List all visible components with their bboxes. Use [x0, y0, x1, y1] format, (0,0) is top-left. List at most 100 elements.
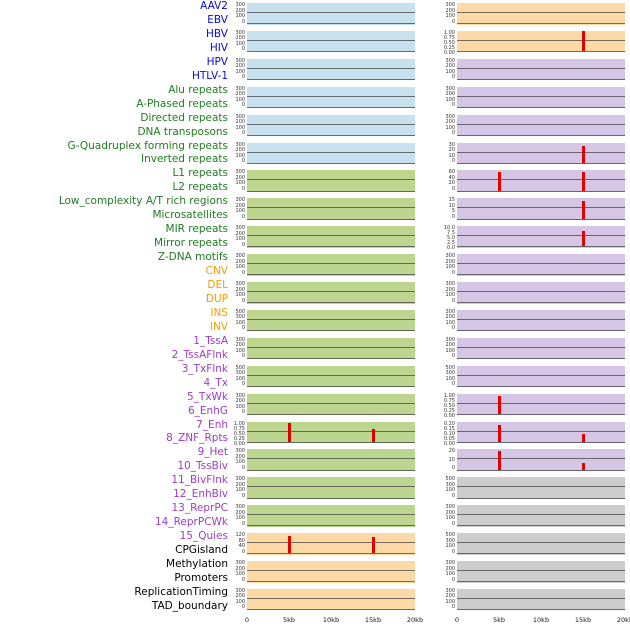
y-tick-label: 0.0 — [447, 245, 455, 252]
row-label-11-bivflnk: 11_BivFlnk — [171, 474, 228, 487]
y-tick-label: 200 — [445, 314, 455, 321]
row-label-4-tx: 4_Tx — [203, 376, 228, 389]
y-axis-ticks: 300 200 100 0 — [229, 393, 245, 416]
y-tick-label: 300 — [235, 141, 245, 148]
signal-baseline — [247, 553, 415, 555]
row-label-ins: INS — [210, 306, 228, 319]
signal-baseline — [247, 346, 415, 348]
row-label-promoters: Promoters — [174, 571, 228, 584]
y-tick-label: 300 — [235, 85, 245, 92]
y-tick-label: 300 — [445, 253, 455, 260]
y-axis-ticks: 300 200 100 0 — [229, 141, 245, 165]
signal-panel-left-low-complexity-a-t-rich-regions-microsatellites — [247, 198, 415, 220]
signal-baseline — [457, 402, 625, 404]
signal-baseline — [247, 385, 415, 387]
y-tick-label: 0.75 — [443, 34, 455, 41]
y-axis-ticks: 300 200 100 0 — [439, 337, 455, 360]
y-tick-label: 200 — [235, 119, 245, 126]
signal-baseline — [247, 542, 415, 544]
y-axis-ticks: 300 200 100 0 — [439, 588, 455, 611]
signal-panel-right-1-tssa-2-tssaflnk — [457, 337, 625, 360]
y-tick-label: 100 — [235, 292, 245, 298]
y-tick-label: 100 — [235, 403, 245, 410]
y-tick-label: 0.15 — [443, 425, 455, 432]
signal-baseline — [247, 151, 415, 153]
y-tick-label: 100 — [445, 124, 455, 131]
row-label-13-reprpc: 13_ReprPC — [171, 502, 228, 515]
y-tick-label: 200 — [445, 63, 455, 70]
y-tick-label: 300 — [445, 537, 455, 544]
signal-baseline — [247, 246, 415, 248]
peak-marker — [582, 172, 585, 191]
peak-marker — [498, 395, 501, 414]
y-tick-label: 200 — [445, 91, 455, 98]
signal-baseline — [457, 597, 625, 599]
y-tick-label: 0 — [451, 213, 455, 220]
row-label-mirror-repeats: Mirror repeats — [154, 237, 228, 250]
y-tick-label: 300 — [235, 560, 245, 566]
signal-panel-right-5-txwk-6-enhg — [457, 393, 625, 416]
y-tick-label: 200 — [235, 7, 245, 14]
signal-baseline — [247, 235, 415, 237]
y-tick-label: 2.5 — [447, 240, 455, 247]
signal-baseline — [247, 570, 415, 572]
y-tick-label: 200 — [445, 286, 455, 293]
row-label-hpv: HPV — [206, 55, 228, 68]
signal-baseline — [457, 346, 625, 348]
row-label-3-txflnk: 3_TxFlnk — [181, 362, 228, 375]
y-axis-ticks: 300 200 100 0 — [229, 477, 245, 499]
y-tick-label: 0 — [241, 604, 245, 611]
y-tick-label: 300 — [445, 2, 455, 8]
y-tick-label: 300 — [235, 336, 245, 343]
peak-marker — [498, 424, 501, 442]
signal-panel-left-mir-repeats-mirror-repeats — [247, 226, 415, 248]
y-tick-label: 200 — [235, 174, 245, 181]
peak-marker — [498, 172, 501, 191]
y-tick-label: 0.50 — [443, 39, 455, 46]
signal-baseline — [457, 302, 625, 304]
y-tick-label: 100 — [445, 264, 455, 271]
y-axis-ticks: 300 200 100 0 — [229, 449, 245, 471]
signal-panel-right-7-enh-8-znf-rpts — [457, 421, 625, 443]
y-tick-label: 0.10 — [443, 430, 455, 437]
row-label-12-enhbiv: 12_EnhBiv — [173, 488, 228, 501]
y-tick-label: 1.00 — [233, 420, 245, 427]
signal-baseline — [457, 374, 625, 376]
x-axis-tick-label: 0 — [244, 616, 250, 624]
signal-baseline — [247, 330, 415, 332]
signal-baseline — [457, 39, 625, 41]
signal-baseline — [247, 106, 415, 108]
row-label-g-quadruplex-forming-repeats: G-Quadruplex forming repeats — [67, 139, 228, 152]
y-tick-label: 0 — [241, 353, 245, 360]
y-axis-ticks: 300 200 100 0 — [229, 114, 245, 137]
y-axis-ticks: 1.00 0.75 0.50 0.25 0.00 — [439, 30, 455, 55]
signal-baseline — [457, 486, 625, 488]
row-label-aav2: AAV2 — [200, 0, 228, 12]
row-label-1-tssa: 1_TssA — [193, 334, 228, 347]
x-axis-tick-label: 5kb — [492, 616, 506, 624]
y-tick-label: 1.00 — [443, 392, 455, 399]
y-tick-label: 40 — [238, 543, 245, 550]
signal-baseline — [247, 609, 415, 611]
signal-baseline — [457, 246, 625, 248]
row-label-del: DEL — [207, 279, 228, 291]
row-label-mir-repeats: MIR repeats — [165, 223, 228, 236]
signal-baseline — [457, 235, 625, 237]
y-tick-label: 200 — [235, 342, 245, 349]
peak-marker — [582, 231, 585, 247]
y-tick-label: 10 — [448, 456, 455, 463]
signal-baseline — [247, 67, 415, 69]
signal-baseline — [247, 95, 415, 97]
y-tick-label: 0 — [451, 102, 455, 109]
y-tick-label: 10 — [448, 202, 455, 209]
y-tick-label: 300 — [235, 57, 245, 64]
signal-panel-left-9-het-10-tssbiv — [247, 449, 415, 471]
y-tick-label: 200 — [235, 509, 245, 516]
y-tick-label: 200 — [235, 593, 245, 600]
y-tick-label: 0.00 — [443, 412, 455, 419]
y-axis-ticks: 300 200 100 0 — [229, 588, 245, 611]
signal-baseline — [457, 79, 625, 80]
y-axis-ticks: 10.0 7.5 5.0 2.5 0.0 — [439, 226, 455, 252]
y-tick-label: 100 — [235, 96, 245, 103]
